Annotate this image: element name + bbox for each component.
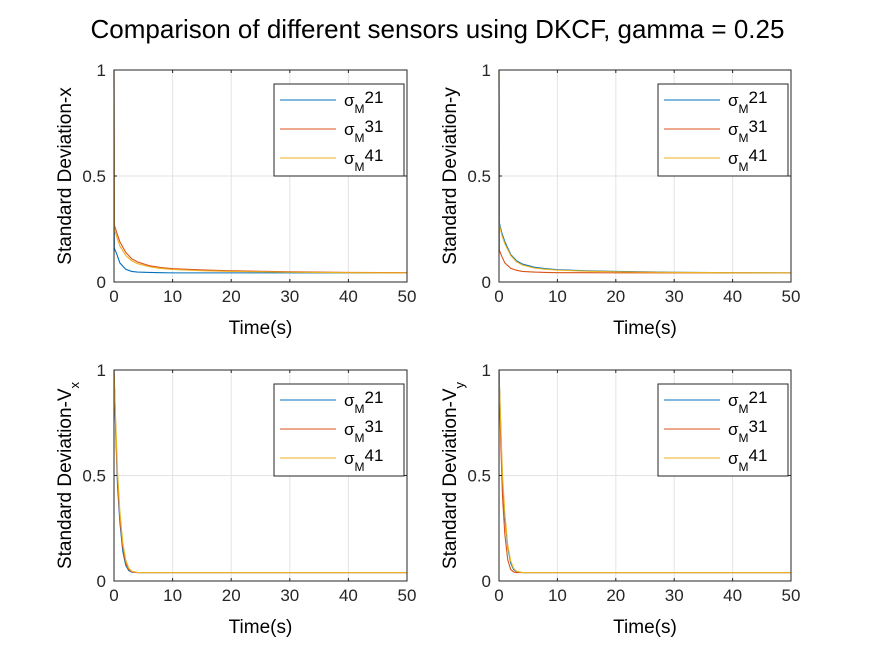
y-tick-label: 0.5: [467, 167, 491, 186]
legend-label-2: σM31: [728, 117, 767, 145]
x-tick-label: 0: [109, 586, 118, 605]
y-tick-label: 1: [97, 361, 106, 380]
legend-label-3: σM41: [344, 146, 383, 174]
x-tick-label: 20: [222, 586, 241, 605]
series-line-3: [498, 369, 791, 574]
y-axis-label-subscript: y: [452, 381, 467, 388]
y-axis-label: Standard Deviation-x: [55, 87, 76, 265]
y-axis-label: Standard Deviation-Vy: [440, 381, 467, 569]
y-axis-label: Standard Deviation-y: [440, 87, 461, 265]
x-tick-label: 20: [606, 586, 625, 605]
legend-label-3: σM41: [728, 146, 767, 174]
x-tick-label: 20: [222, 287, 241, 306]
y-axis-label: Standard Deviation-Vx: [55, 381, 82, 569]
x-axis-label: Time(s): [613, 318, 677, 339]
x-tick-label: 50: [398, 287, 417, 306]
subplot-2: 0 10 20 30 40 50 0 0.5 1 Time(s) Standard Deviatio…: [440, 61, 800, 339]
subplot-3: 0 10 20 30 40 50 0 0.5 1 Time(s) Standard Deviatio…: [55, 361, 416, 638]
x-axis-label: Time(s): [613, 617, 677, 638]
x-tick-label: 10: [163, 287, 182, 306]
x-tick-label: 40: [339, 287, 358, 306]
y-tick-label: 0.5: [467, 467, 491, 486]
x-tick-label: 30: [280, 586, 299, 605]
series-line-2: [498, 69, 791, 274]
x-tick-label: 10: [548, 586, 567, 605]
legend-label-1: σM21: [728, 88, 767, 116]
series-line-3: [498, 69, 792, 274]
y-tick-label: 0: [482, 572, 491, 591]
series-line-3: [113, 369, 407, 574]
legend-label-1: σM21: [728, 388, 767, 416]
x-axis-label: Time(s): [229, 318, 293, 339]
subplot-1: 0 10 20 30 40 50 0 0.5 1 Time(s) Standard Deviatio…: [55, 61, 416, 339]
x-tick-label: 30: [280, 287, 299, 306]
x-tick-label: 50: [398, 586, 417, 605]
legend-label-3: σM41: [344, 446, 383, 474]
y-axis-label-subscript: x: [67, 381, 82, 388]
legend-box: [657, 383, 789, 477]
y-tick-label: 0: [482, 273, 491, 292]
legend-label-2: σM31: [728, 417, 767, 445]
x-tick-label: 40: [723, 287, 742, 306]
subplot-4: 0 10 20 30 40 50 0 0.5 1 Time(s) Standard Deviatio…: [440, 361, 800, 638]
y-tick-label: 1: [482, 361, 491, 380]
series-line-3: [113, 69, 408, 274]
y-tick-label: 1: [482, 61, 491, 80]
x-tick-label: 10: [163, 586, 182, 605]
x-axis-label: Time(s): [229, 617, 293, 638]
legend-box: [273, 383, 405, 477]
x-tick-label: 40: [339, 586, 358, 605]
y-tick-label: 1: [97, 61, 106, 80]
y-tick-label: 0.5: [82, 467, 106, 486]
x-tick-label: 50: [782, 287, 801, 306]
legend-label-1: σM21: [344, 88, 383, 116]
y-tick-label: 0: [97, 273, 106, 292]
legend-label-2: σM31: [344, 117, 383, 145]
legend-label-1: σM21: [344, 388, 383, 416]
legend-label-3: σM41: [728, 446, 767, 474]
x-tick-label: 30: [665, 586, 684, 605]
legend-box: [273, 83, 405, 177]
legend-box: [657, 83, 789, 177]
x-tick-label: 0: [109, 287, 118, 306]
series-line-1: [113, 69, 407, 274]
y-tick-label: 0.5: [82, 167, 106, 186]
x-tick-label: 20: [606, 287, 625, 306]
figure-title: Comparison of different sensors using DK…: [90, 14, 785, 44]
x-tick-label: 30: [665, 287, 684, 306]
x-tick-label: 0: [494, 586, 503, 605]
x-tick-label: 10: [548, 287, 567, 306]
y-tick-label: 0: [97, 572, 106, 591]
x-tick-label: 0: [494, 287, 503, 306]
x-tick-label: 40: [723, 586, 742, 605]
legend-label-2: σM31: [344, 417, 383, 445]
x-tick-label: 50: [782, 586, 801, 605]
